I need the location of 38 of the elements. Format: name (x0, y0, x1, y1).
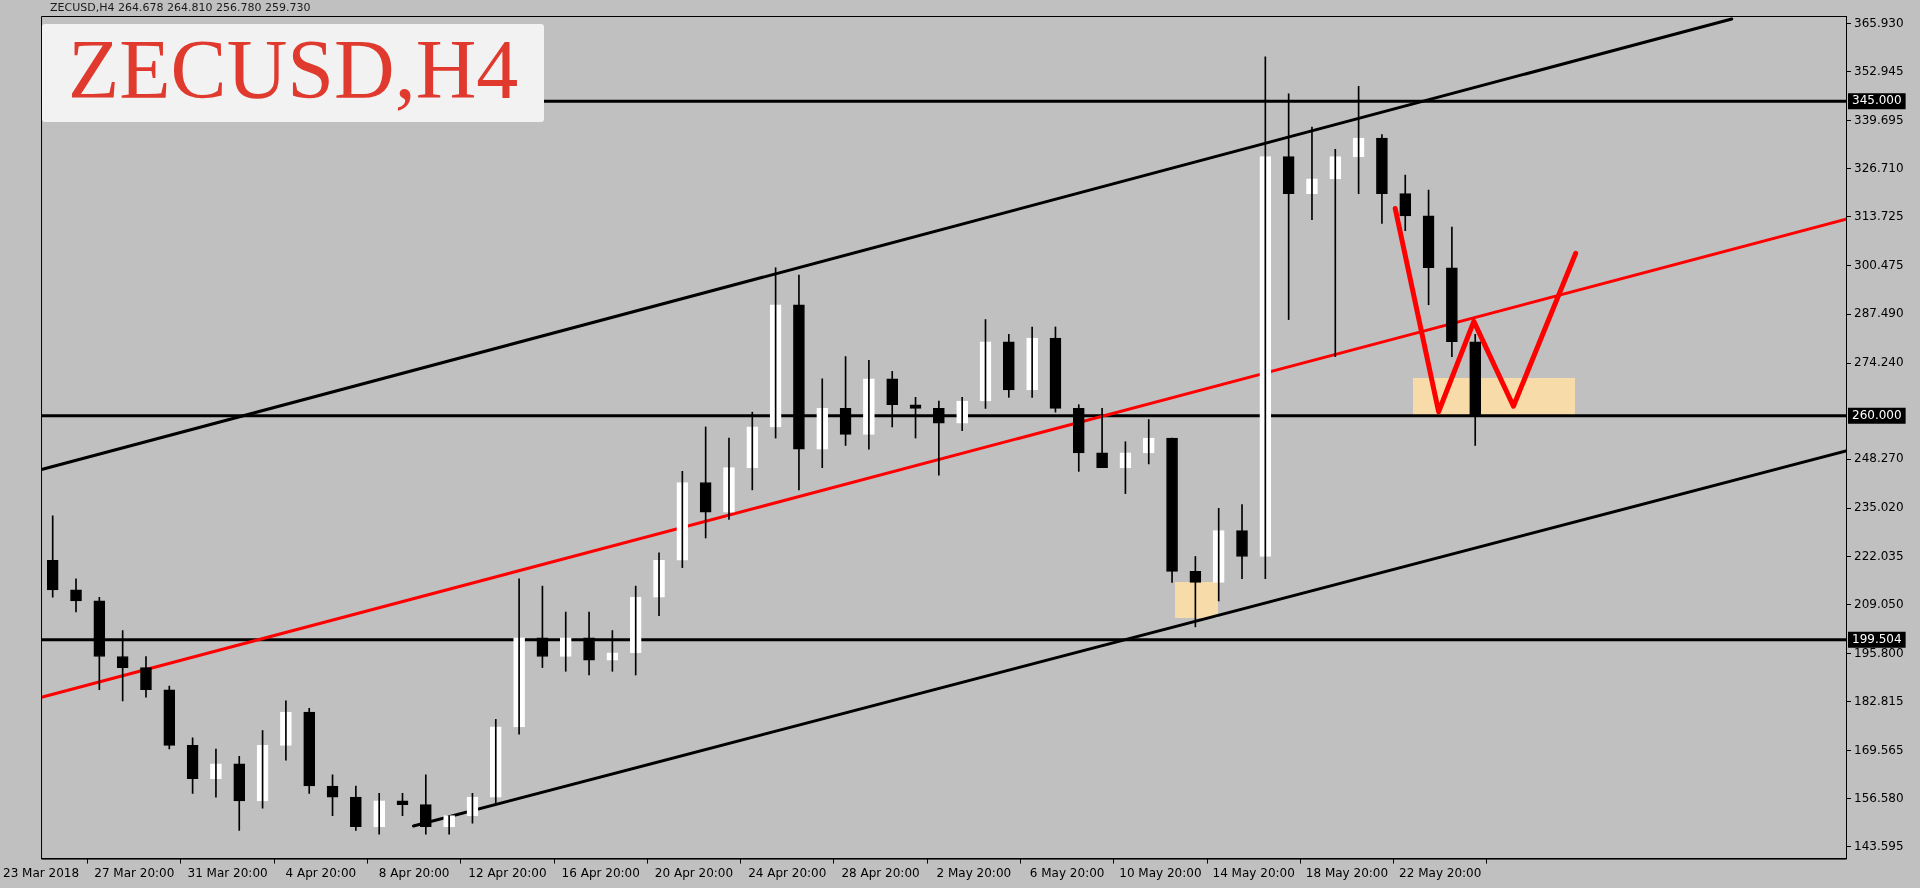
ref-line-label: 345.000 (1852, 93, 1902, 108)
x-tick-label: 18 May 20:00 (1305, 865, 1389, 880)
x-tick-label: 27 Mar 20:00 (94, 865, 175, 880)
y-tick-label: 339.695 (1854, 112, 1904, 127)
y-tick-label: 300.475 (1854, 258, 1904, 273)
y-tick-label: 222.035 (1854, 548, 1904, 563)
y-tick-label: 156.580 (1854, 790, 1904, 805)
chart-title: ZECUSD,H4 (42, 23, 545, 123)
x-tick-label: 24 Apr 20:00 (748, 865, 827, 880)
y-tick-label: 182.815 (1854, 693, 1904, 708)
x-tick-label: 23 Mar 2018 (3, 865, 80, 880)
x-tick-label: 20 Apr 20:00 (654, 865, 734, 880)
y-tick-label: 235.020 (1854, 500, 1904, 515)
y-tick-label: 326.710 (1854, 160, 1904, 175)
y-tick-label: 352.945 (1854, 63, 1904, 78)
x-tick-label: 2 May 20:00 (936, 865, 1012, 880)
ref-line-label: 199.504 (1852, 631, 1902, 646)
y-tick-label: 287.490 (1854, 306, 1904, 321)
x-tick-label: 6 May 20:00 (1029, 865, 1105, 880)
x-tick-label: 22 May 20:00 (1399, 865, 1482, 880)
y-tick-label: 365.930 (1854, 15, 1904, 30)
y-tick-label: 195.800 (1854, 645, 1904, 660)
ref-line-label: 260.000 (1852, 407, 1902, 422)
x-tick-label: 10 May 20:00 (1119, 865, 1202, 880)
y-tick-label: 169.565 (1854, 742, 1904, 757)
x-tick-label: 28 Apr 20:00 (841, 865, 920, 880)
y-tick-label: 209.050 (1854, 596, 1904, 611)
y-tick-label: 313.725 (1854, 209, 1904, 224)
x-tick-label: 31 Mar 20:00 (187, 865, 268, 880)
x-tick-label: 16 Apr 20:00 (561, 865, 640, 880)
y-tick-label: 274.240 (1854, 355, 1904, 370)
y-tick-label: 248.270 (1854, 451, 1904, 466)
y-tick-label: 143.595 (1854, 838, 1904, 853)
x-tick-label: 4 Apr 20:00 (285, 865, 357, 880)
x-tick-label: 14 May 20:00 (1212, 865, 1295, 880)
x-tick-label: 8 Apr 20:00 (378, 865, 450, 880)
x-tick-label: 12 Apr 20:00 (468, 865, 547, 880)
chart-subtitle: ZECUSD,H4 264.678 264.810 256.780 259.730 (50, 1, 311, 14)
